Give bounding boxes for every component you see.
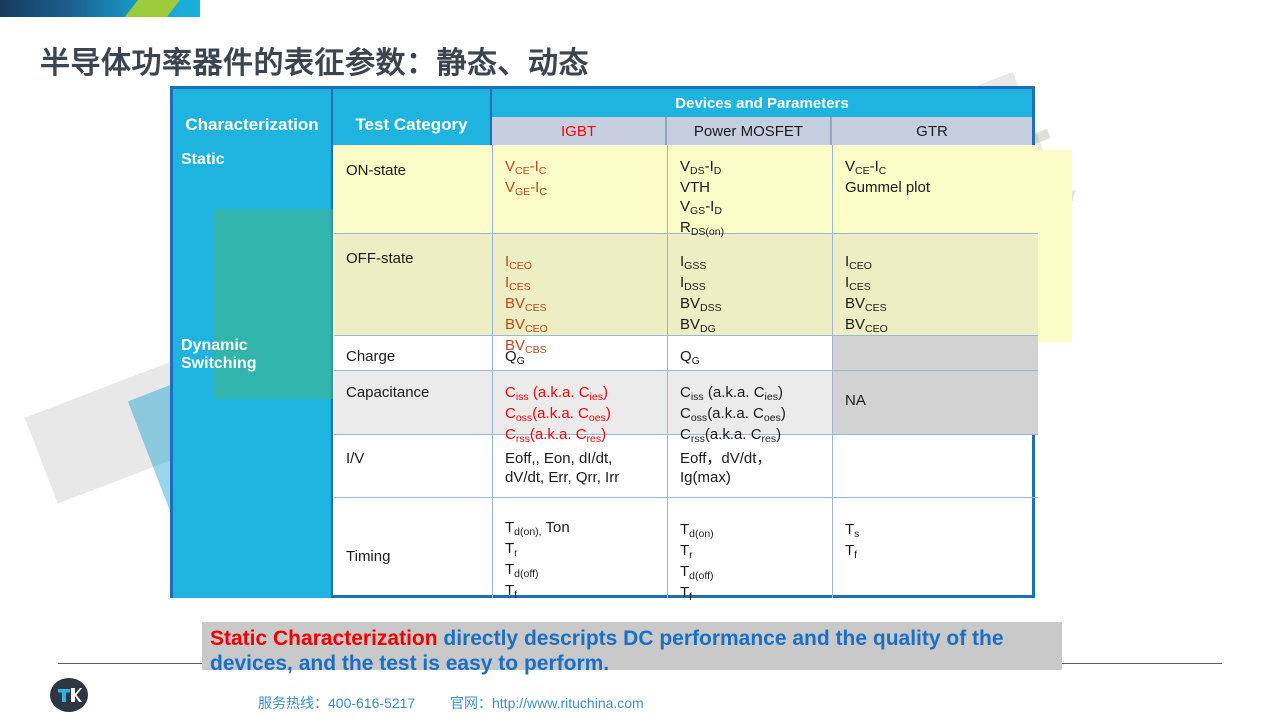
group-label-static: Static: [181, 151, 225, 168]
caption-highlight: Static Characterization: [210, 627, 444, 650]
group-label-dynamic-1: Dynamic: [181, 337, 248, 354]
header-devices-and-parameters: Devices and Parameters: [492, 89, 1032, 117]
cell-mosfet-off-state: IGSS IDSS BVDSS BVDG: [680, 253, 722, 336]
cell-mosfet-iv: Eoff，dV/dt， Ig(max): [680, 450, 772, 486]
rule-iv-timing: [334, 497, 1038, 498]
cell-test-category-iv: I/V: [346, 450, 365, 467]
bg-on-state: [334, 145, 1038, 233]
bg-off-state: [334, 233, 1038, 335]
footer-hotline: 服务热线：400-616-5217: [258, 695, 416, 711]
bg-na: [832, 370, 1038, 434]
header-characterization: Characterization: [173, 89, 333, 145]
cell-mosfet-charge: QG: [680, 348, 700, 368]
group-label-dynamic-2: Switching: [181, 355, 257, 372]
header-test-category: Test Category: [333, 89, 492, 145]
cell-test-category-capacitance: Capacitance: [346, 384, 430, 401]
cell-igbt-off-state: ICEO ICES BVCES BVCEO BVCBS: [505, 253, 548, 357]
cell-mosfet-on-state: VDS-ID VTH VGS-ID RDS(on): [680, 158, 725, 239]
divider-igbt-mos: [667, 145, 668, 598]
cell-mosfet-capacitance: Ciss (a.k.a. Cies) Coss(a.k.a. Coes) Crss(…: [680, 384, 786, 446]
top-ribbon-bar: [0, 0, 200, 17]
cell-gtr-off-state: ICEO ICES BVCES BVCEO: [845, 253, 888, 336]
cell-test-category-timing: Timing: [346, 548, 391, 565]
bg-capacitance: [334, 370, 832, 434]
parameters-table: Characterization Test Category Devices a…: [170, 86, 1038, 603]
caption-rest: directly descripts DC performance and th…: [210, 627, 1004, 675]
cell-test-category-on-state: ON-state: [346, 162, 407, 179]
static-green-highlight: [213, 209, 333, 399]
cell-gtr-timing: Ts Tf: [845, 521, 860, 562]
cell-igbt-capacitance: Ciss (a.k.a. Cies) Coss(a.k.a. Coes) Crss(…: [505, 384, 611, 446]
rule-cap-iv: [334, 434, 1038, 435]
static-yellow-overflow: [1035, 150, 1072, 342]
cell-igbt-charge: QG: [505, 348, 525, 368]
cell-test-category-charge: Charge: [346, 348, 396, 365]
cell-gtr-capacitance: NA: [845, 392, 866, 409]
cell-igbt-on-state: VCE-IC VGE-IC: [505, 158, 547, 199]
cell-igbt-iv: Eoff,, Eon, dI/dt, dV/dt, Err, Qrr, Irr: [505, 450, 620, 486]
divider-mos-gtr: [832, 145, 833, 598]
rule-on-off: [334, 233, 1038, 234]
header-gtr: GTR: [832, 117, 1032, 145]
header-igbt: IGBT: [492, 117, 667, 145]
page-title: 半导体功率器件的表征参数：静态、动态: [40, 47, 589, 80]
top-ribbon-accent: [124, 0, 180, 17]
cell-mosfet-timing: Td(on) Tr Td(off) Tf: [680, 521, 714, 604]
cell-test-category-off-state: OFF-state: [346, 250, 414, 267]
characterization-column: Static Dynamic Switching: [173, 145, 333, 598]
footer-website[interactable]: 官网：http://www.rituchina.com: [450, 695, 644, 711]
cell-gtr-on-state: VCE-IC Gummel plot: [845, 158, 931, 196]
rule-charge-cap: [334, 370, 1038, 371]
summary-caption: Static Characterization directly descrip…: [202, 622, 1062, 675]
header-power-mosfet: Power MOSFET: [667, 117, 832, 145]
divider-test-igbt: [492, 145, 493, 598]
cell-igbt-timing: Td(on), Ton Tr Td(off) Tf: [505, 519, 570, 602]
bg-charge: [832, 335, 1038, 370]
rule-off-charge: [334, 335, 1038, 336]
company-logo: [50, 678, 88, 712]
